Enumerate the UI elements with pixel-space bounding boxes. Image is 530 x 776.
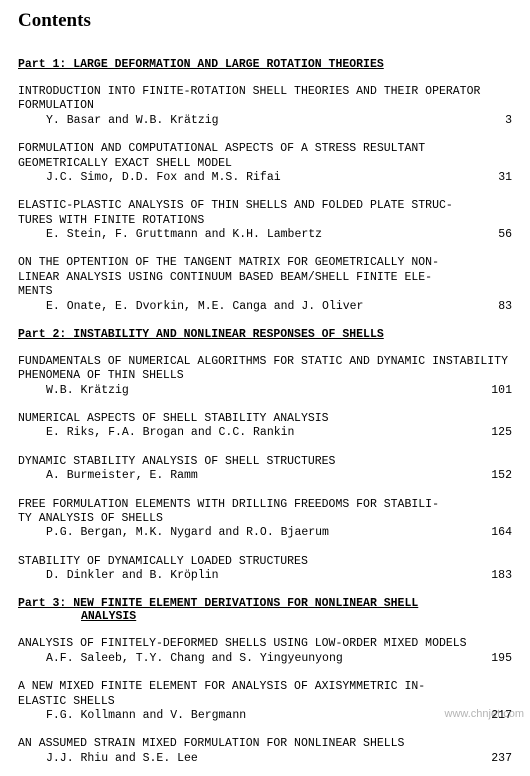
entry-page: 83: [474, 300, 512, 314]
entry-row: F.G. Kollmann and V. Bergmann 217: [18, 709, 512, 723]
entry-row: E. Riks, F.A. Brogan and C.C. Rankin 125: [18, 426, 512, 440]
entry-row: E. Onate, E. Dvorkin, M.E. Canga and J. …: [18, 300, 512, 314]
entry-page: 3: [474, 114, 512, 128]
part-label-line2: ANALYSIS: [18, 610, 136, 623]
toc-entry: NUMERICAL ASPECTS OF SHELL STABILITY ANA…: [18, 412, 512, 441]
entry-page: 31: [474, 171, 512, 185]
toc-entry: ON THE OPTENTION OF THE TANGENT MATRIX F…: [18, 256, 512, 314]
entry-title: ELASTIC-PLASTIC ANALYSIS OF THIN SHELLS …: [18, 199, 512, 228]
part-label-line1: Part 3: NEW FINITE ELEMENT DERIVATIONS F…: [18, 597, 418, 610]
entry-authors: J.C. Simo, D.D. Fox and M.S. Rifai: [18, 171, 281, 185]
toc-entry: INTRODUCTION INTO FINITE-ROTATION SHELL …: [18, 85, 512, 128]
entry-page: 152: [474, 469, 512, 483]
entry-page: 101: [474, 384, 512, 398]
entry-authors: E. Riks, F.A. Brogan and C.C. Rankin: [18, 426, 294, 440]
toc-entry: FORMULATION AND COMPUTATIONAL ASPECTS OF…: [18, 142, 512, 185]
entry-title: INTRODUCTION INTO FINITE-ROTATION SHELL …: [18, 85, 512, 114]
entry-row: A. Burmeister, E. Ramm 152: [18, 469, 512, 483]
entry-title: FUNDAMENTALS OF NUMERICAL ALGORITHMS FOR…: [18, 355, 512, 384]
toc-entry: AN ASSUMED STRAIN MIXED FORMULATION FOR …: [18, 737, 512, 766]
entry-authors: F.G. Kollmann and V. Bergmann: [18, 709, 246, 723]
entry-authors: J.J. Rhiu and S.E. Lee: [18, 752, 198, 766]
entry-page: 125: [474, 426, 512, 440]
toc-entry: ELASTIC-PLASTIC ANALYSIS OF THIN SHELLS …: [18, 199, 512, 242]
entry-title: STABILITY OF DYNAMICALLY LOADED STRUCTUR…: [18, 555, 512, 569]
toc-entry: DYNAMIC STABILITY ANALYSIS OF SHELL STRU…: [18, 455, 512, 484]
toc-entry: ANALYSIS OF FINITELY-DEFORMED SHELLS USI…: [18, 637, 512, 666]
entry-row: Y. Basar and W.B. Krätzig 3: [18, 114, 512, 128]
entry-authors: A. Burmeister, E. Ramm: [18, 469, 198, 483]
entry-title: FORMULATION AND COMPUTATIONAL ASPECTS OF…: [18, 142, 512, 171]
part-heading: Part 1: LARGE DEFORMATION AND LARGE ROTA…: [18, 58, 512, 71]
watermark-text: www.chnjet.com: [445, 708, 524, 720]
entry-title: ON THE OPTENTION OF THE TANGENT MATRIX F…: [18, 256, 512, 299]
entry-authors: A.F. Saleeb, T.Y. Chang and S. Yingyeuny…: [18, 652, 343, 666]
page-title: Contents: [18, 10, 512, 32]
entry-authors: P.G. Bergan, M.K. Nygard and R.O. Bjaeru…: [18, 526, 329, 540]
part-heading: Part 3: NEW FINITE ELEMENT DERIVATIONS F…: [18, 597, 512, 623]
entry-authors: Y. Basar and W.B. Krätzig: [18, 114, 219, 128]
entry-row: D. Dinkler and B. Kröplin 183: [18, 569, 512, 583]
entry-row: J.C. Simo, D.D. Fox and M.S. Rifai 31: [18, 171, 512, 185]
entry-title: ANALYSIS OF FINITELY-DEFORMED SHELLS USI…: [18, 637, 512, 651]
toc-entry: FREE FORMULATION ELEMENTS WITH DRILLING …: [18, 498, 512, 541]
entry-page: 195: [474, 652, 512, 666]
toc-entry: STABILITY OF DYNAMICALLY LOADED STRUCTUR…: [18, 555, 512, 584]
entry-row: W.B. Krätzig 101: [18, 384, 512, 398]
entry-title: AN ASSUMED STRAIN MIXED FORMULATION FOR …: [18, 737, 512, 751]
entry-page: 237: [474, 752, 512, 766]
entry-row: J.J. Rhiu and S.E. Lee 237: [18, 752, 512, 766]
entry-title: A NEW MIXED FINITE ELEMENT FOR ANALYSIS …: [18, 680, 512, 709]
entry-title: NUMERICAL ASPECTS OF SHELL STABILITY ANA…: [18, 412, 512, 426]
entry-authors: W.B. Krätzig: [18, 384, 129, 398]
contents-page: Contents Part 1: LARGE DEFORMATION AND L…: [0, 0, 530, 776]
toc-entry: A NEW MIXED FINITE ELEMENT FOR ANALYSIS …: [18, 680, 512, 723]
toc-entry: FUNDAMENTALS OF NUMERICAL ALGORITHMS FOR…: [18, 355, 512, 398]
entry-row: P.G. Bergan, M.K. Nygard and R.O. Bjaeru…: [18, 526, 512, 540]
entry-authors: D. Dinkler and B. Kröplin: [18, 569, 219, 583]
entry-row: A.F. Saleeb, T.Y. Chang and S. Yingyeuny…: [18, 652, 512, 666]
entry-page: 164: [474, 526, 512, 540]
entry-authors: E. Onate, E. Dvorkin, M.E. Canga and J. …: [18, 300, 363, 314]
part-heading: Part 2: INSTABILITY AND NONLINEAR RESPON…: [18, 328, 512, 341]
entry-title: DYNAMIC STABILITY ANALYSIS OF SHELL STRU…: [18, 455, 512, 469]
entry-page: 183: [474, 569, 512, 583]
entry-authors: E. Stein, F. Gruttmann and K.H. Lambertz: [18, 228, 322, 242]
entry-title: FREE FORMULATION ELEMENTS WITH DRILLING …: [18, 498, 512, 527]
entry-page: 56: [474, 228, 512, 242]
entry-row: E. Stein, F. Gruttmann and K.H. Lambertz…: [18, 228, 512, 242]
